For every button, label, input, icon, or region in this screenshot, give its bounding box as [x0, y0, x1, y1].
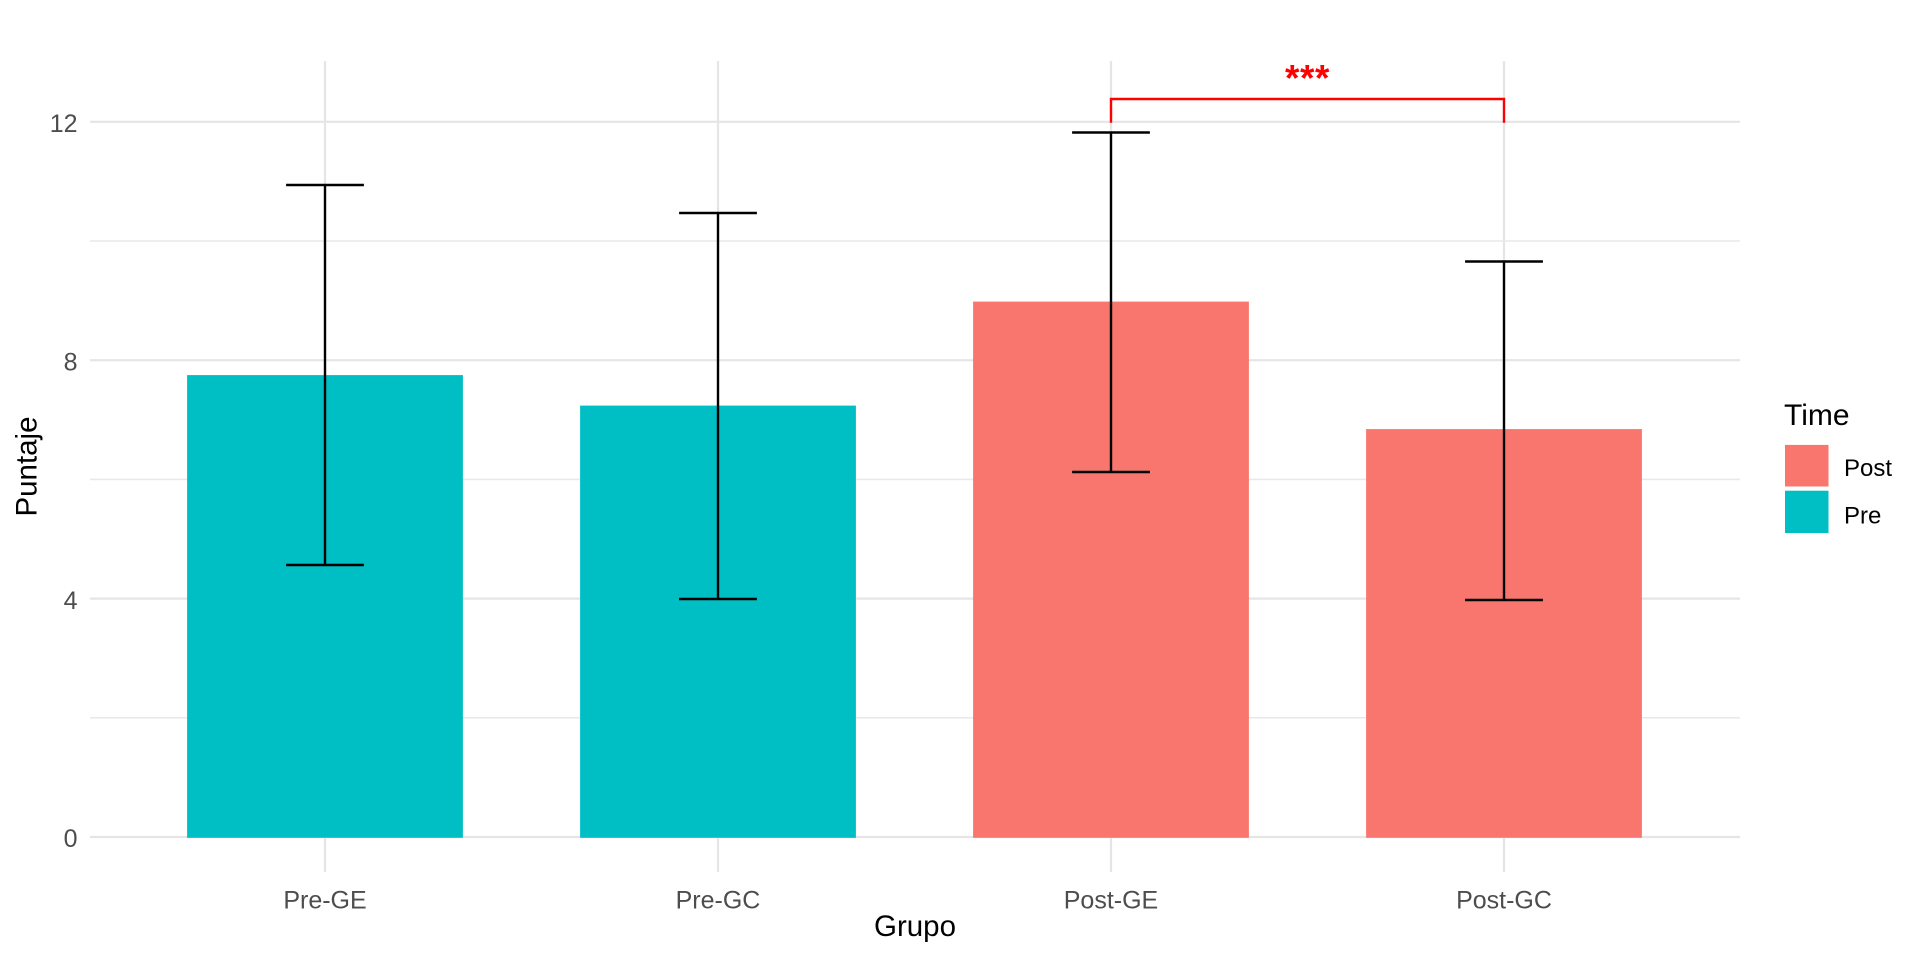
svg-text:Pre-GC: Pre-GC — [676, 887, 761, 915]
svg-text:Pre: Pre — [1844, 503, 1881, 530]
svg-text:Time: Time — [1784, 399, 1850, 432]
svg-text:Post-GC: Post-GC — [1456, 887, 1552, 915]
svg-text:0: 0 — [64, 825, 78, 853]
svg-text:8: 8 — [64, 348, 78, 376]
svg-text:Puntaje: Puntaje — [11, 416, 44, 516]
svg-text:4: 4 — [64, 587, 78, 615]
svg-text:Pre-GE: Pre-GE — [283, 887, 366, 915]
svg-text:Post-GE: Post-GE — [1064, 887, 1158, 915]
svg-text:***: *** — [1285, 58, 1330, 99]
svg-text:Post: Post — [1844, 455, 1892, 482]
svg-text:Grupo: Grupo — [874, 910, 956, 943]
svg-text:12: 12 — [50, 110, 78, 138]
